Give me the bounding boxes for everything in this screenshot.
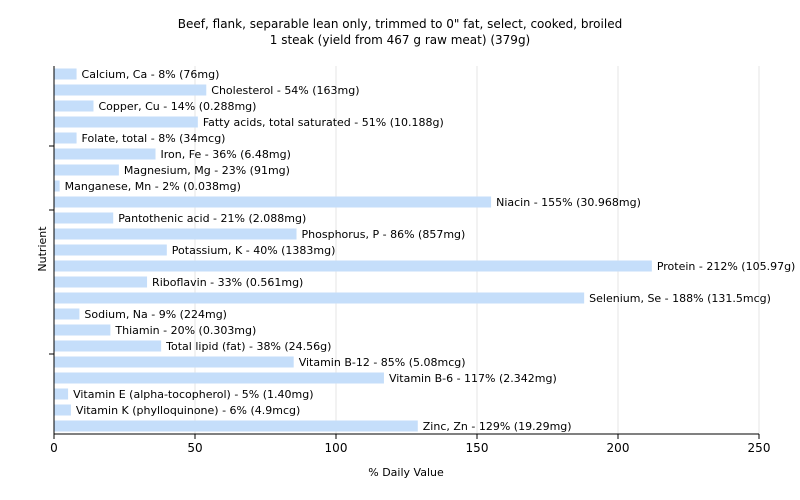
bar-label: Protein - 212% (105.97g)	[657, 260, 796, 273]
bar-label: Fatty acids, total saturated - 51% (10.1…	[203, 116, 444, 129]
bar	[54, 388, 69, 400]
bar-label: Manganese, Mn - 2% (0.038mg)	[65, 180, 241, 193]
x-tick-label: 0	[50, 441, 58, 455]
bar	[54, 148, 156, 160]
x-tick-label: 50	[187, 441, 202, 455]
chart-subtitle: 1 steak (yield from 467 g raw meat) (379…	[270, 33, 531, 47]
bar	[54, 404, 71, 416]
y-axis-label: Nutrient	[36, 226, 49, 272]
bar-label: Potassium, K - 40% (1383mg)	[172, 244, 336, 257]
bar-label: Calcium, Ca - 8% (76mg)	[82, 68, 220, 81]
x-tick-label: 100	[325, 441, 348, 455]
bar-label: Cholesterol - 54% (163mg)	[211, 84, 359, 97]
bar-label: Phosphorus, P - 86% (857mg)	[302, 228, 466, 241]
bar	[54, 100, 94, 112]
bar-label: Vitamin E (alpha-tocopherol) - 5% (1.40m…	[73, 388, 313, 401]
bar-label: Vitamin B-12 - 85% (5.08mcg)	[299, 356, 466, 369]
bar-label: Niacin - 155% (30.968mg)	[496, 196, 641, 209]
bar-label: Zinc, Zn - 129% (19.29mg)	[423, 420, 572, 433]
bar-label: Vitamin K (phylloquinone) - 6% (4.9mcg)	[76, 404, 300, 417]
bar-label: Riboflavin - 33% (0.561mg)	[152, 276, 303, 289]
x-tick-label: 250	[748, 441, 771, 455]
x-tick-label: 150	[466, 441, 489, 455]
bar	[54, 244, 167, 256]
bar	[54, 356, 294, 368]
bar	[54, 308, 80, 320]
bar-label: Selenium, Se - 188% (131.5mcg)	[589, 292, 771, 305]
bar	[54, 324, 111, 336]
bar-label: Thiamin - 20% (0.303mg)	[114, 324, 256, 337]
x-axis-label: % Daily Value	[368, 466, 444, 479]
x-tick-label: 200	[607, 441, 630, 455]
bar	[54, 292, 585, 304]
bar-label: Vitamin B-6 - 117% (2.342mg)	[389, 372, 557, 385]
bar-label: Total lipid (fat) - 38% (24.56g)	[165, 340, 331, 353]
bar-label: Magnesium, Mg - 23% (91mg)	[124, 164, 290, 177]
bar-label: Sodium, Na - 9% (224mg)	[84, 308, 227, 321]
bar	[54, 164, 119, 176]
bar-label: Folate, total - 8% (34mcg)	[82, 132, 226, 145]
bar	[54, 420, 418, 432]
bar	[54, 260, 652, 272]
bar	[54, 180, 60, 192]
bar	[54, 276, 148, 288]
bar	[54, 228, 297, 240]
bar	[54, 68, 77, 80]
bar	[54, 372, 384, 384]
bar	[54, 116, 198, 128]
axes: 0 50 100 150 200 250	[49, 66, 770, 455]
bar-label: Pantothenic acid - 21% (2.088mg)	[118, 212, 306, 225]
bar	[54, 132, 77, 144]
bar	[54, 212, 114, 224]
bar-label: Copper, Cu - 14% (0.288mg)	[98, 100, 256, 113]
bar	[54, 196, 492, 208]
bar	[54, 84, 207, 96]
bar	[54, 340, 162, 352]
bars-group: Calcium, Ca - 8% (76mg) Cholesterol - 54%…	[54, 68, 795, 433]
chart-title: Beef, flank, separable lean only, trimme…	[178, 17, 622, 31]
bar-label: Iron, Fe - 36% (6.48mg)	[161, 148, 291, 161]
